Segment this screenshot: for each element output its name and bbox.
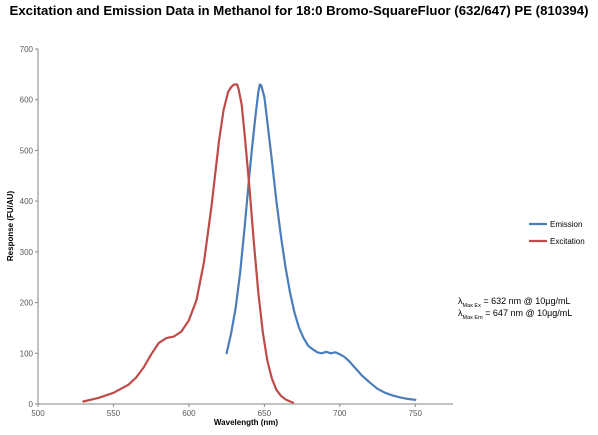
y-tick-label: 300: [20, 248, 34, 257]
annotation-subscript: Max Em: [462, 314, 483, 321]
annotation-max-em: λMax Em = 647 nm @ 10µg/mL: [458, 308, 572, 321]
chart-legend: Emission Excitation: [529, 220, 585, 246]
y-tick-label: 600: [20, 96, 34, 105]
annotation-subscript: Max Ex: [462, 302, 481, 309]
y-tick-label: 100: [20, 349, 34, 358]
y-axis-label: Response (FU/AU): [6, 191, 15, 262]
y-tick-label: 0: [29, 400, 34, 409]
x-tick-label: 750: [409, 409, 423, 418]
chart-title: Excitation and Emission Data in Methanol…: [9, 3, 589, 18]
x-tick-label: 600: [182, 409, 196, 418]
x-tick-label: 500: [31, 409, 45, 418]
series-line-excitation: [82, 83, 295, 404]
series-line-emission: [225, 83, 417, 401]
legend-label-emission: Emission: [550, 220, 582, 229]
x-axis-label: Wavelength (nm): [214, 418, 278, 427]
y-tick-label: 200: [20, 299, 34, 308]
annotation-text: = 632 nm @ 10µg/mL: [480, 296, 571, 306]
y-tick-label: 400: [20, 197, 34, 206]
annotation-text: = 647 nm @ 10µg/mL: [482, 308, 573, 318]
x-tick-label: 700: [333, 409, 347, 418]
x-tick-label: 650: [258, 409, 272, 418]
chart-axes: [37, 49, 453, 405]
lambda-symbol: λ: [458, 296, 463, 306]
chart-series: [82, 83, 417, 404]
x-tick-label: 550: [107, 409, 121, 418]
y-tick-label: 700: [20, 45, 34, 54]
annotation-max-ex: λMax Ex = 632 nm @ 10µg/mL: [458, 296, 570, 309]
chart-ticks: 0 100 200 300 400 500 600 700 500 550 600 650 700 750: [20, 45, 423, 418]
y-tick-label: 500: [20, 146, 34, 155]
lambda-symbol: λ: [458, 308, 463, 318]
legend-label-excitation: Excitation: [550, 237, 585, 246]
